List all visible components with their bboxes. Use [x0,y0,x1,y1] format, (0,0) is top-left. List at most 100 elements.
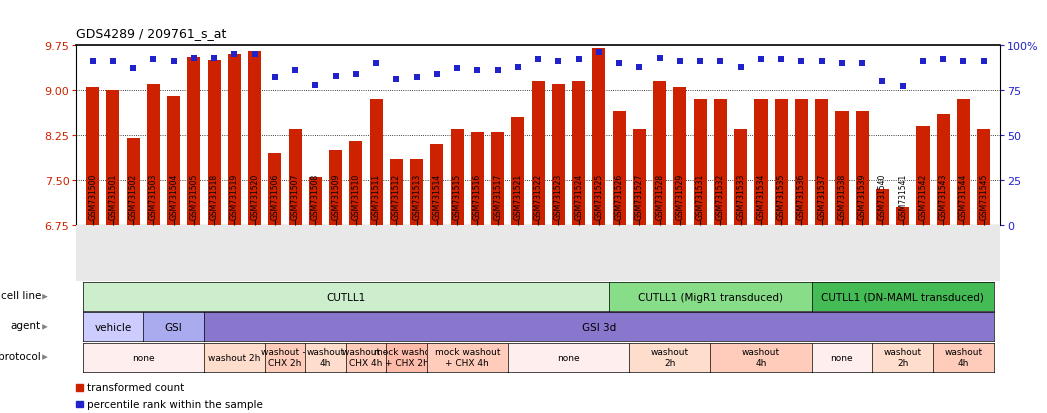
Bar [389,159,403,225]
Point [388,77,405,83]
Text: washout 2h: washout 2h [208,353,261,362]
Point [489,68,506,74]
Bar [612,112,626,225]
Point [287,68,304,74]
Bar [673,88,687,225]
Text: washout
4h: washout 4h [944,348,982,367]
Point [226,52,243,58]
Bar [552,85,565,225]
Bar [734,130,748,225]
Text: cell line: cell line [0,290,41,301]
Bar [228,55,241,225]
Point [753,57,770,64]
Text: CUTLL1: CUTLL1 [327,292,365,302]
Bar [187,58,200,225]
Text: washout +
CHX 4h: washout + CHX 4h [341,348,391,367]
Point [591,50,607,56]
Point [449,66,466,73]
Text: none: none [132,353,155,362]
Text: CUTLL1 (MigR1 transduced): CUTLL1 (MigR1 transduced) [638,292,783,302]
Point [408,75,425,81]
Bar [754,100,767,225]
Point [651,55,668,62]
Text: GDS4289 / 209761_s_at: GDS4289 / 209761_s_at [76,27,227,40]
Bar [836,112,848,225]
Bar [714,100,727,225]
Point [814,59,830,65]
Bar [511,118,525,225]
Point [631,64,648,71]
Bar [977,130,990,225]
Bar [916,127,930,225]
Point [914,59,931,65]
Bar [795,100,808,225]
Point [935,57,952,64]
Bar [532,82,544,225]
Point [732,64,749,71]
Point [428,71,445,78]
Point [328,73,344,80]
Point [165,59,182,65]
Bar [370,100,383,225]
Bar [693,100,707,225]
Text: percentile rank within the sample: percentile rank within the sample [88,399,263,409]
Bar [147,85,160,225]
Bar [430,145,444,225]
Point [671,59,688,65]
Text: GSI 3d: GSI 3d [582,322,616,332]
Point [348,71,364,78]
Bar [410,159,423,225]
Point [246,52,263,58]
Point [469,68,486,74]
Text: washout
4h: washout 4h [307,348,344,367]
Bar [329,151,342,225]
Point [105,59,121,65]
Bar [896,207,909,225]
Bar [816,100,828,225]
Bar [855,112,869,225]
Point [307,82,324,89]
Point [955,59,972,65]
Point [144,57,161,64]
Text: mock washout
+ CHX 2h: mock washout + CHX 2h [374,348,440,367]
Bar [450,130,464,225]
Bar [937,115,950,225]
Point [550,59,566,65]
Bar [289,130,302,225]
Bar [76,384,84,391]
Text: agent: agent [10,320,41,331]
Text: mock washout
+ CHX 4h: mock washout + CHX 4h [435,348,500,367]
Point [571,57,587,64]
Bar [876,190,889,225]
Bar [207,61,221,225]
Bar [127,139,139,225]
Bar [471,133,484,225]
Bar [168,97,180,225]
Bar [107,91,119,225]
Point [793,59,809,65]
Text: GSI: GSI [164,322,182,332]
Bar [491,133,505,225]
Point [530,57,547,64]
Point [206,55,223,62]
Text: washout
2h: washout 2h [884,348,921,367]
Point [125,66,141,73]
Point [853,61,870,67]
Point [692,59,709,65]
Text: CUTLL1 (DN-MAML transduced): CUTLL1 (DN-MAML transduced) [821,292,984,302]
Point [773,57,789,64]
Point [84,59,101,65]
Text: washout +
CHX 2h: washout + CHX 2h [261,348,309,367]
Point [367,61,384,67]
Text: transformed count: transformed count [88,382,184,392]
Bar [309,178,322,225]
Bar [76,401,84,407]
Point [894,84,911,90]
Text: protocol: protocol [0,351,41,361]
Point [510,64,527,71]
Point [833,61,850,67]
Point [976,59,993,65]
Bar [632,130,646,225]
Bar [268,154,282,225]
Text: washout
4h: washout 4h [742,348,780,367]
